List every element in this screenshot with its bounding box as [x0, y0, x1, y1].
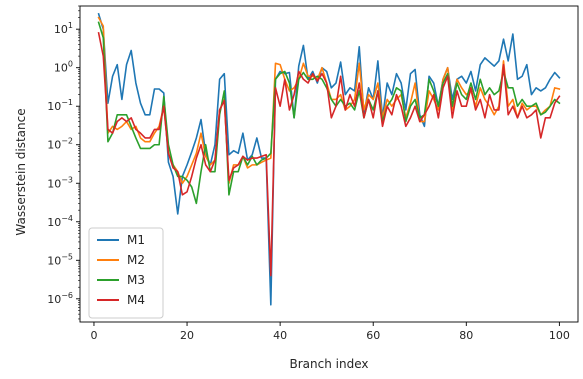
x-tick-label: 0 [90, 329, 97, 342]
x-tick-label: 80 [459, 329, 473, 342]
y-tick-label: 10−6 [47, 291, 73, 306]
x-tick-label: 60 [366, 329, 380, 342]
axes-frame [79, 5, 579, 323]
legend-label-m2: M2 [127, 253, 145, 267]
legend-box [88, 227, 164, 319]
y-tick-label: 10−1 [47, 98, 73, 113]
y-tick-label: 101 [54, 21, 73, 36]
y-tick-label: 100 [54, 60, 73, 75]
series-line-m1 [97, 12, 561, 306]
series-line-m2 [97, 16, 561, 185]
legend-label-m4: M4 [127, 293, 145, 307]
y-tick-label: 10−3 [47, 175, 73, 190]
y-tick-label: 10−2 [47, 137, 73, 152]
legend-label-m1: M1 [127, 233, 145, 247]
legend-label-m3: M3 [127, 273, 145, 287]
x-axis-label: Branch index [290, 357, 369, 371]
x-tick-label: 40 [273, 329, 287, 342]
legend: M1 M2 M3 M4 [88, 227, 164, 319]
y-axis-label: Wasserstein distance [14, 108, 28, 235]
y-tick-label: 10−5 [47, 252, 73, 267]
x-tick-label: 20 [180, 329, 194, 342]
y-tick-label: 10−4 [47, 214, 73, 229]
x-tick-label: 100 [549, 329, 570, 342]
plot-area [97, 12, 561, 306]
tick-marks: 0 20 40 60 80 100 10−6 10−5 10−4 10−3 10−2 10−1 100 1… [47, 5, 570, 342]
series-line-m4 [97, 31, 561, 277]
axes [79, 5, 579, 323]
